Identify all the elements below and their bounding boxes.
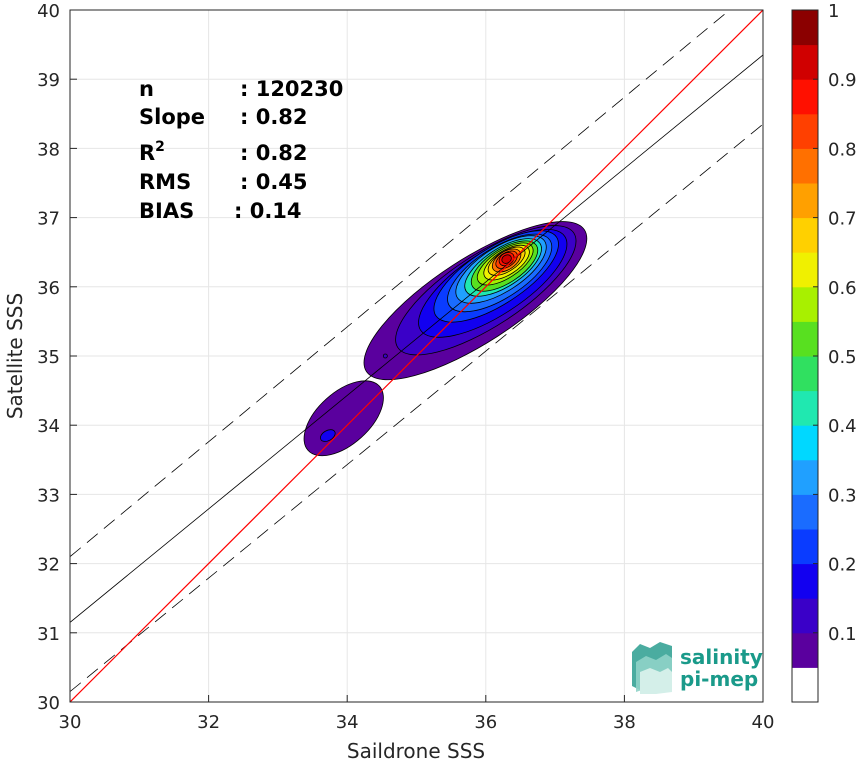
colorbar-segment xyxy=(792,390,818,426)
y-tick-label: 37 xyxy=(37,209,60,230)
colorbar-segment xyxy=(792,529,818,565)
colorbar-segment xyxy=(792,321,818,357)
x-tick-label: 40 xyxy=(752,712,775,733)
lower-bound-line xyxy=(70,123,763,692)
colorbar-tick-label: 0.3 xyxy=(828,485,857,506)
stat-label: R2 xyxy=(139,139,165,165)
density-contour xyxy=(382,353,388,359)
stats-box: n : 120230 Slope : 0.82 R2 : 0.82 RMS : 0.45 BIA… xyxy=(139,77,343,223)
logo-mark-icon xyxy=(632,642,672,694)
colorbar-tick-label: 0.4 xyxy=(828,416,857,437)
y-tick-label: 36 xyxy=(37,278,60,299)
y-tick-label: 38 xyxy=(37,139,60,160)
x-tick-label: 38 xyxy=(613,712,636,733)
x-axis-ticks: 30 32 34 36 38 40 xyxy=(59,695,775,733)
logo-text-line1: salinity xyxy=(680,645,763,669)
y-tick-label: 34 xyxy=(37,416,60,437)
colorbar-tick-label: 0.8 xyxy=(828,139,857,160)
logo-text-line2: pi-mep xyxy=(680,667,758,691)
density-contours xyxy=(303,221,588,457)
y-tick-label: 30 xyxy=(37,693,60,714)
stat-label: n xyxy=(139,77,154,101)
colorbar-segment xyxy=(792,563,818,599)
upper-bound-line xyxy=(70,10,731,557)
colorbar-tick-label: 0.2 xyxy=(828,555,857,576)
density-contour xyxy=(501,254,512,264)
colorbar-segment xyxy=(792,113,818,149)
colorbar-segment xyxy=(792,494,818,530)
x-tick-label: 32 xyxy=(197,712,220,733)
colorbar: 0.1 0.2 0.3 0.4 0.5 0.6 0.7 0.8 0.9 1 xyxy=(791,1,857,703)
colorbar-segment xyxy=(792,286,818,322)
y-axis-label: Satellite SSS xyxy=(3,293,27,419)
colorbar-segment xyxy=(792,183,818,219)
colorbar-tick-label: 0.6 xyxy=(828,278,857,299)
y-tick-label: 32 xyxy=(37,555,60,576)
y-tick-label: 40 xyxy=(37,1,60,22)
density-contour xyxy=(303,380,384,457)
x-tick-label: 30 xyxy=(59,712,82,733)
colorbar-tick-label: 0.5 xyxy=(828,347,857,368)
x-axis-label: Saildrone SSS xyxy=(347,739,485,763)
colorbar-segment xyxy=(792,667,818,703)
stat-value: : 0.14 xyxy=(234,199,302,223)
density-contour xyxy=(320,429,336,442)
colorbar-segment xyxy=(792,598,818,634)
colorbar-tick-label: 0.9 xyxy=(828,70,857,91)
colorbar-tick-label: 0.1 xyxy=(828,624,857,645)
y-tick-label: 35 xyxy=(37,347,60,368)
colorbar-segment xyxy=(792,356,818,392)
x-tick-label: 34 xyxy=(336,712,359,733)
salinity-pimep-logo: salinity pi-mep xyxy=(632,642,763,694)
stat-label: RMS xyxy=(139,170,191,194)
stat-label: Slope xyxy=(139,105,205,129)
y-tick-label: 33 xyxy=(37,485,60,506)
colorbar-segment xyxy=(792,148,818,184)
colorbar-segment xyxy=(792,79,818,115)
y-tick-label: 39 xyxy=(37,70,60,91)
colorbar-segment xyxy=(792,217,818,253)
one-to-one-line xyxy=(70,10,763,702)
stat-value: : 0.82 xyxy=(240,105,308,129)
y-tick-label: 31 xyxy=(37,624,60,645)
colorbar-segment xyxy=(792,44,818,80)
colorbar-segment xyxy=(792,632,818,668)
x-tick-label: 36 xyxy=(474,712,497,733)
reference-lines xyxy=(70,10,763,702)
stat-label: BIAS xyxy=(139,199,194,223)
stat-value: : 0.45 xyxy=(240,170,308,194)
colorbar-segment xyxy=(792,252,818,288)
colorbar-tick-label: 1 xyxy=(828,1,839,22)
colorbar-segment xyxy=(792,425,818,461)
colorbar-tick-label: 0.7 xyxy=(828,209,857,230)
stat-value: : 0.82 xyxy=(240,141,308,165)
stat-label-superscript: 2 xyxy=(155,139,165,155)
regression-line xyxy=(70,54,763,623)
colorbar-segment xyxy=(792,10,818,46)
colorbar-segment xyxy=(792,459,818,495)
stat-value: : 120230 xyxy=(240,77,343,101)
y-axis-ticks: 30 31 32 33 34 35 36 37 38 39 40 xyxy=(37,1,77,714)
